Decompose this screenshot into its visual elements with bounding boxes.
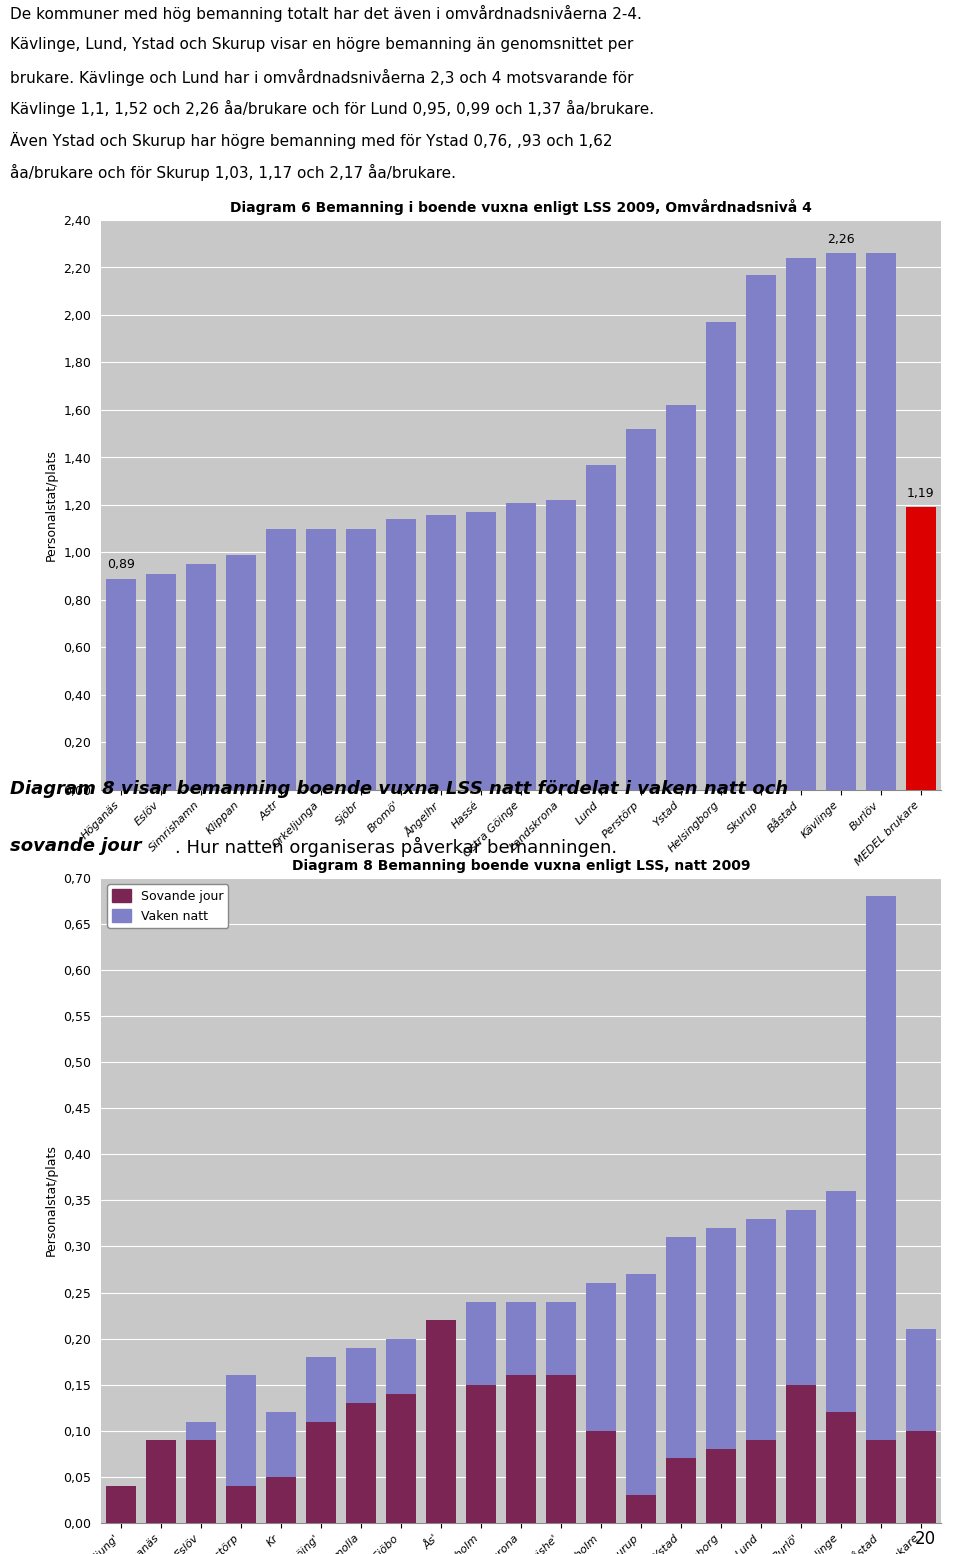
Title: Diagram 8 Bemanning boende vuxna enligt LSS, natt 2009: Diagram 8 Bemanning boende vuxna enligt … — [292, 859, 750, 873]
Bar — [746, 275, 776, 789]
Bar — [666, 406, 696, 789]
Bar — [386, 519, 416, 789]
Text: brukare. Kävlinge och Lund har i omvårdnadsnivåerna 2,3 och 4 motsvarande för: brukare. Kävlinge och Lund har i omvårdn… — [10, 68, 633, 85]
Bar — [906, 507, 936, 789]
Bar — [706, 1228, 735, 1450]
Text: sovande jour: sovande jour — [10, 838, 141, 855]
Bar — [266, 1476, 296, 1523]
Bar — [626, 429, 656, 789]
Bar — [386, 1338, 416, 1394]
Bar — [186, 1441, 216, 1523]
Bar — [826, 253, 855, 789]
Bar — [826, 1413, 855, 1523]
Text: 1,19: 1,19 — [907, 488, 935, 500]
Text: Kävlinge 1,1, 1,52 och 2,26 åa/brukare och för Lund 0,95, 0,99 och 1,37 åa/bruka: Kävlinge 1,1, 1,52 och 2,26 åa/brukare o… — [10, 101, 654, 117]
Bar — [426, 514, 456, 789]
Bar — [346, 528, 375, 789]
Bar — [546, 1375, 576, 1523]
Bar — [146, 573, 176, 789]
Bar — [266, 528, 296, 789]
Bar — [866, 1441, 896, 1523]
Bar — [746, 1218, 776, 1441]
Text: Diagram 8 visar bemanning boende vuxna LSS natt fördelat i vaken natt och: Diagram 8 visar bemanning boende vuxna L… — [10, 780, 788, 799]
Bar — [386, 1394, 416, 1523]
Bar — [746, 1441, 776, 1523]
Bar — [306, 1422, 336, 1523]
Text: 0,89: 0,89 — [107, 558, 134, 572]
Bar — [346, 1403, 375, 1523]
Bar — [266, 1413, 296, 1476]
Legend: Sovande jour, Vaken natt: Sovande jour, Vaken natt — [108, 884, 228, 928]
Bar — [306, 1357, 336, 1422]
Y-axis label: Personalstat/plats: Personalstat/plats — [44, 449, 58, 561]
Bar — [506, 1302, 536, 1375]
Bar — [586, 465, 615, 789]
Bar — [106, 1486, 135, 1523]
Text: åa/brukare och för Skurup 1,03, 1,17 och 2,17 åa/brukare.: åa/brukare och för Skurup 1,03, 1,17 och… — [10, 163, 456, 180]
Bar — [546, 500, 576, 789]
Bar — [706, 1450, 735, 1523]
Bar — [426, 1321, 456, 1523]
Title: Diagram 6 Bemanning i boende vuxna enligt LSS 2009, Omvårdnadsnivå 4: Diagram 6 Bemanning i boende vuxna enlig… — [229, 199, 812, 214]
Bar — [666, 1458, 696, 1523]
Bar — [706, 322, 735, 789]
Bar — [546, 1302, 576, 1375]
Bar — [226, 555, 255, 789]
Bar — [626, 1495, 656, 1523]
Bar — [586, 1431, 615, 1523]
Bar — [186, 564, 216, 789]
Bar — [226, 1486, 255, 1523]
Text: . Hur natten organiseras påverkar bemanningen.: . Hur natten organiseras påverkar bemann… — [176, 838, 617, 858]
Bar — [866, 253, 896, 789]
Bar — [786, 1385, 816, 1523]
Bar — [466, 1302, 495, 1385]
Bar — [906, 1431, 936, 1523]
Bar — [666, 1237, 696, 1458]
Bar — [786, 1209, 816, 1385]
Bar — [626, 1274, 656, 1495]
Bar — [106, 578, 135, 789]
Bar — [506, 1375, 536, 1523]
Bar — [186, 1422, 216, 1441]
Bar — [586, 1284, 615, 1431]
Bar — [226, 1375, 255, 1486]
Text: Kävlinge, Lund, Ystad och Skurup visar en högre bemanning än genomsnittet per: Kävlinge, Lund, Ystad och Skurup visar e… — [10, 37, 633, 51]
Bar — [506, 502, 536, 789]
Bar — [306, 528, 336, 789]
Bar — [786, 258, 816, 789]
Text: 20: 20 — [915, 1529, 936, 1548]
Bar — [146, 1441, 176, 1523]
Bar — [466, 1385, 495, 1523]
Text: De kommuner med hög bemanning totalt har det även i omvårdnadsnivåerna 2-4.: De kommuner med hög bemanning totalt har… — [10, 5, 641, 22]
Bar — [826, 1192, 855, 1413]
Text: 2,26: 2,26 — [827, 233, 854, 246]
Bar — [466, 513, 495, 789]
Text: Även Ystad och Skurup har högre bemanning med för Ystad 0,76, ,93 och 1,62: Även Ystad och Skurup har högre bemannin… — [10, 132, 612, 149]
Y-axis label: Personalstat/plats: Personalstat/plats — [44, 1144, 58, 1256]
Bar — [866, 897, 896, 1441]
Bar — [906, 1329, 936, 1431]
Bar — [346, 1347, 375, 1403]
